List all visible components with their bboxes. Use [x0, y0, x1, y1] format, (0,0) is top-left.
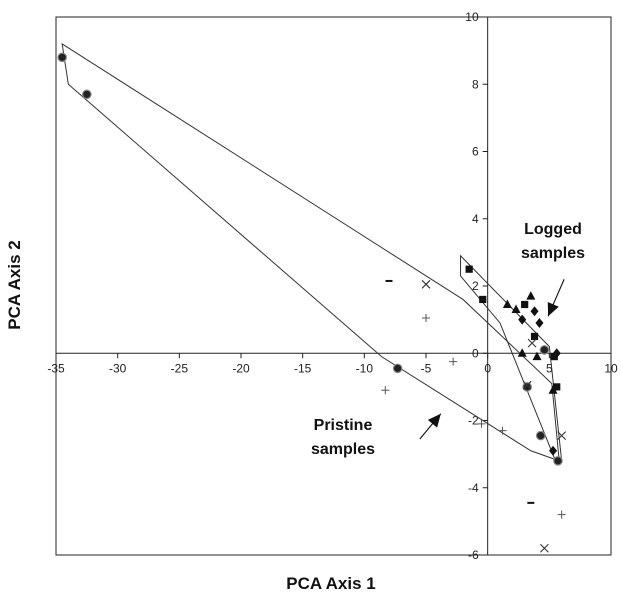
- diamond-point: [552, 348, 561, 359]
- x-axis-title: PCA Axis 1: [286, 574, 375, 593]
- circle-point: [535, 430, 546, 441]
- x-tick-label: -25: [171, 361, 189, 375]
- y-tick-label: 10: [465, 10, 479, 24]
- plus-point: [449, 357, 458, 366]
- circle-point: [82, 89, 92, 100]
- diamond-point: [549, 445, 558, 456]
- plus-point: [381, 386, 390, 395]
- square-point: [530, 332, 539, 341]
- plus-point: [477, 419, 486, 428]
- annotation-label: Pristine: [314, 417, 373, 434]
- diamond-point: [535, 317, 544, 328]
- annotation-label: samples: [521, 245, 585, 262]
- y-tick-label: -4: [468, 481, 479, 495]
- triangle-point: [511, 304, 521, 314]
- annotation-label: Logged: [524, 221, 582, 238]
- square-point: [550, 353, 558, 361]
- y-tick-label: 2: [472, 279, 479, 293]
- square-point: [465, 265, 473, 273]
- circle-point: [392, 363, 403, 374]
- triangle-point: [502, 299, 512, 308]
- diamond-point: [530, 306, 539, 317]
- circle-point: [553, 456, 563, 466]
- plus-point: [422, 313, 430, 322]
- x-tick-label: -20: [232, 361, 250, 375]
- square-point: [479, 295, 487, 304]
- x-tick-label: 5: [546, 361, 553, 375]
- y-tick-label: 6: [472, 145, 479, 159]
- diamond-point: [518, 314, 527, 325]
- annotation-label: samples: [311, 441, 375, 458]
- circle-point: [539, 345, 550, 355]
- x-tick-label: -30: [109, 361, 127, 375]
- y-tick-label: -2: [468, 414, 479, 428]
- x-tick-label: -35: [47, 361, 65, 375]
- annotation-arrowhead: [427, 413, 441, 428]
- x-tick-label: -5: [421, 361, 432, 375]
- y-tick-label: 0: [472, 346, 479, 360]
- triangle-point: [526, 291, 536, 300]
- x-tick-label: -10: [356, 361, 374, 375]
- x-point: [527, 338, 537, 348]
- plus-point: [498, 426, 507, 435]
- y-tick-label: -6: [468, 548, 479, 562]
- circle-point: [522, 382, 532, 392]
- group-hulls: [61, 42, 563, 462]
- plus-point: [557, 510, 566, 519]
- x-tick-label: -15: [294, 361, 312, 375]
- data-points: [57, 52, 567, 553]
- y-tick-label: 4: [472, 212, 479, 226]
- triangle-point: [548, 385, 558, 394]
- square-point: [521, 300, 529, 309]
- y-tick-label: 8: [472, 77, 479, 91]
- annotations: Logged samples Pristine samples: [311, 221, 585, 458]
- x-tick-label: 10: [604, 361, 618, 375]
- x-point: [540, 543, 549, 553]
- circle-point: [57, 52, 67, 63]
- triangle-point: [532, 351, 542, 361]
- triangle-point: [517, 348, 527, 357]
- x-tick-label: 0: [484, 361, 491, 375]
- square-point: [553, 383, 561, 391]
- plot-frame: [55, 16, 612, 556]
- x-point: [557, 431, 567, 441]
- x-point: [421, 279, 431, 289]
- hull-polygon: [61, 42, 560, 462]
- y-axis-title: PCA Axis 2: [5, 240, 24, 329]
- x-point: [522, 380, 532, 390]
- annotation-arrowhead: [547, 301, 559, 317]
